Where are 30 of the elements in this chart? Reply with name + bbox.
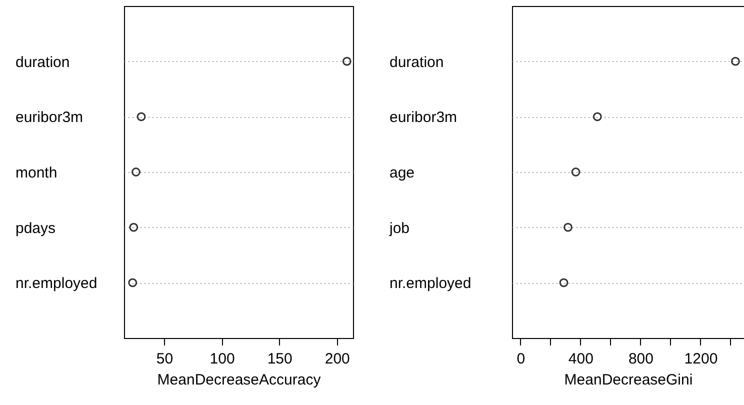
point xyxy=(128,278,138,288)
y-tick-label: euribor3m xyxy=(390,109,458,126)
y-tick-label: age xyxy=(390,164,415,182)
y-tick-label: month xyxy=(16,164,58,182)
x-tick-label: 200 xyxy=(324,350,350,368)
point xyxy=(132,168,140,176)
x-axis-title: MeanDecreaseAccuracy xyxy=(157,372,322,388)
y-tick-label: duration xyxy=(16,54,70,71)
point xyxy=(571,168,580,176)
y-tick-label: nr.employed xyxy=(16,275,98,292)
point xyxy=(564,222,572,232)
x-axis-title: MeanDecreaseGini xyxy=(564,372,693,388)
y-tick-label: nr.employed xyxy=(390,275,472,292)
x-tick-label: 400 xyxy=(568,350,594,368)
y-tick-label: duration xyxy=(390,54,444,71)
y-tick-label: job xyxy=(388,220,410,237)
y-tick-label: pdays xyxy=(16,220,56,237)
point xyxy=(592,112,602,122)
point xyxy=(136,112,146,122)
x-tick-label: 50 xyxy=(156,350,174,368)
point xyxy=(342,56,352,66)
point xyxy=(129,222,138,232)
x-tick-label: 150 xyxy=(267,350,292,368)
x-tick-label: 100 xyxy=(210,350,235,368)
y-tick-label: euribor3m xyxy=(16,109,84,126)
point xyxy=(559,278,568,288)
point xyxy=(730,56,740,66)
x-tick-label: 1200 xyxy=(684,350,718,368)
x-tick-label: 800 xyxy=(628,350,654,368)
x-tick-label: 0 xyxy=(516,350,526,368)
